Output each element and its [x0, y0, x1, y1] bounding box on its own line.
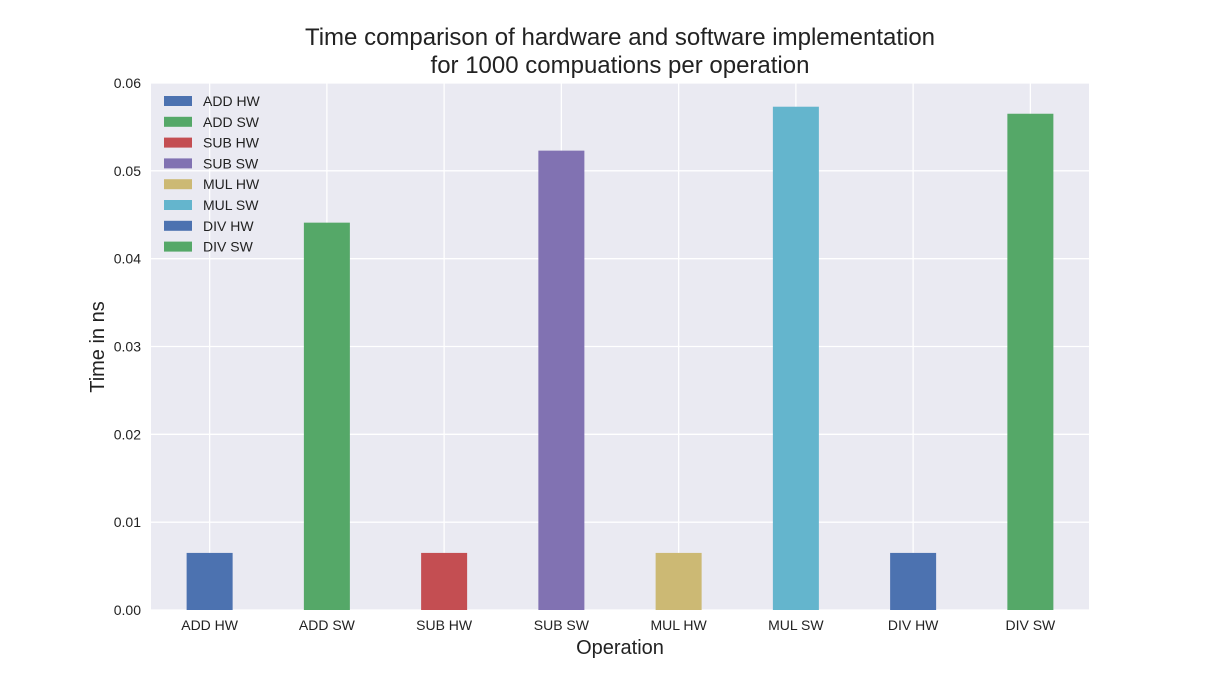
x-tick-label: ADD SW [299, 617, 356, 633]
legend-swatch [164, 158, 192, 169]
bar-div-hw [890, 552, 937, 610]
legend-label: DIV HW [203, 218, 254, 234]
legend-label: ADD HW [203, 93, 261, 109]
y-tick-label: 0.06 [114, 75, 141, 91]
legend-swatch [164, 137, 192, 148]
bar-add-hw [186, 552, 233, 610]
legend-label: MUL SW [203, 197, 259, 213]
y-tick-label: 0.03 [114, 339, 141, 355]
y-tick-labels: 0.00 0.01 0.02 0.03 0.04 0.05 0.06 [114, 75, 141, 618]
bar-sub-sw [538, 150, 585, 611]
bars [186, 106, 1054, 611]
chart-title-line-1: Time comparison of hardware and software… [305, 24, 935, 51]
y-tick-label: 0.04 [114, 251, 141, 267]
y-tick-label: 0.00 [114, 602, 141, 618]
x-tick-label: ADD HW [181, 617, 239, 633]
y-tick-label: 0.01 [114, 514, 141, 530]
legend-label: SUB HW [203, 135, 260, 151]
x-tick-label: SUB HW [416, 617, 473, 633]
chart-title-line-2: for 1000 compuations per operation [431, 52, 810, 79]
x-tick-label: MUL HW [650, 617, 707, 633]
bar-sub-hw [421, 552, 468, 610]
legend-label: MUL HW [203, 176, 260, 192]
legend-swatch [164, 200, 192, 210]
legend-swatch [164, 241, 192, 252]
y-tick-label: 0.02 [114, 426, 141, 442]
bar-add-sw [303, 222, 350, 610]
x-tick-label: DIV SW [1005, 617, 1056, 633]
x-axis-label: Operation [576, 637, 664, 659]
legend-swatch [164, 220, 192, 231]
legend-label: ADD SW [203, 114, 260, 130]
x-tick-label: SUB SW [534, 617, 590, 633]
legend-label: DIV SW [203, 239, 254, 255]
legend-swatch [164, 179, 192, 190]
legend: ADD HW ADD SW SUB HW SUB SW MUL HW MUL SW DIV … [164, 93, 261, 255]
legend-swatch [164, 96, 192, 106]
x-tick-label: MUL SW [768, 617, 824, 633]
bar-mul-sw [772, 106, 819, 610]
legend-swatch [164, 116, 192, 127]
bar-mul-hw [655, 552, 702, 610]
x-tick-labels: ADD HW ADD SW SUB HW SUB SW MUL HW MUL SW DIV … [181, 617, 1056, 633]
legend-label: SUB SW [203, 155, 259, 171]
bar-div-sw [1007, 113, 1054, 610]
x-tick-label: DIV HW [888, 617, 939, 633]
y-axis-label: Time in ns [87, 301, 109, 393]
y-tick-label: 0.05 [114, 163, 141, 179]
